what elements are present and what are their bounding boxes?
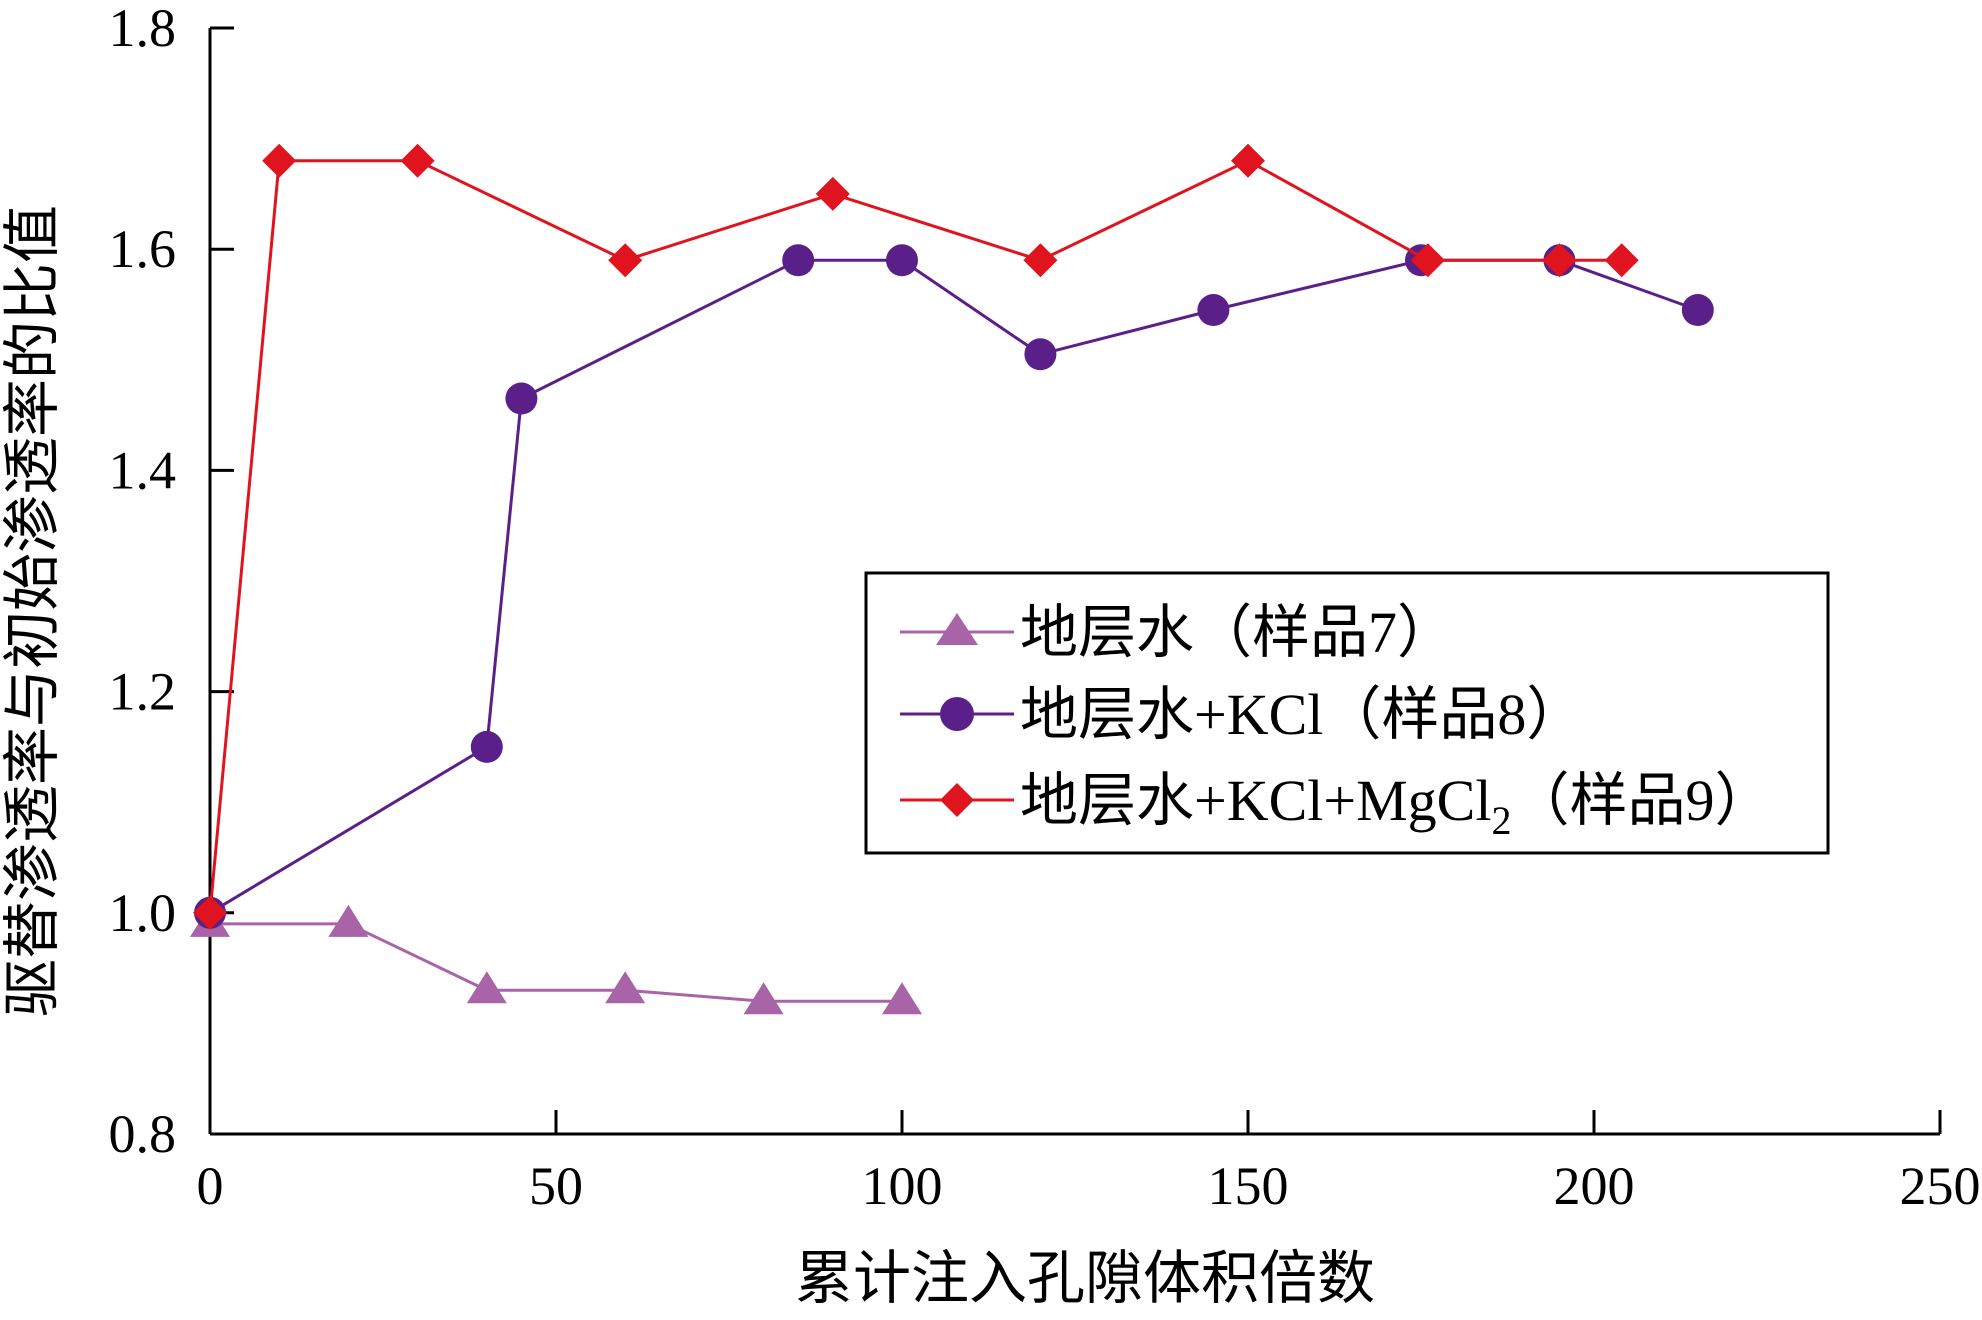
series-line [210,922,902,1003]
series-2 [193,143,1639,930]
legend-label-s7: 地层水（样品7） [1020,600,1455,665]
series-line [208,159,1622,913]
x-axis-title: 累计注入孔隙体积倍数 [795,1246,1375,1311]
x-tick-label: 250 [1900,1156,1981,1216]
x-tick-label: 150 [1208,1156,1289,1216]
data-point [1604,243,1639,278]
data-point [1410,243,1445,278]
data-point [1023,243,1058,278]
y-tick-label: 1.8 [109,0,177,58]
x-tick-label: 200 [1554,1156,1635,1216]
legend: 地层水（样品7） 地层水+KCl（样品8） 地层水+KCl+MgCl2（样品9） [864,571,1830,855]
legend-label-s9: 地层水+KCl+MgCl2（样品9） [1020,768,1773,843]
data-point [1231,143,1265,178]
legend-label-s8: 地层水+KCl（样品8） [1020,682,1584,747]
x-tick-label: 100 [862,1156,943,1216]
x-tick-label: 50 [529,1156,583,1216]
data-point [1542,243,1577,278]
data-point [193,895,227,930]
legend-label-s9-main: 地层水+KCl+MgCl [1020,768,1491,833]
data-point [328,904,369,937]
data-point [470,730,503,763]
data-point [815,176,850,211]
data-point [1681,294,1714,327]
data-point [1197,294,1230,327]
legend-label-s9-tail: （样品9） [1511,768,1772,833]
data-point [743,982,784,1015]
y-tick-label: 1.4 [109,440,177,500]
data-point [466,971,507,1004]
y-tick-label: 1.6 [109,219,177,279]
legend-marker-s8 [940,697,974,731]
data-point [400,143,435,178]
data-point [782,244,815,277]
data-point [1024,338,1057,371]
data-point [886,244,918,277]
y-tick-label: 0.8 [109,1104,177,1164]
legend-label-s9-subscript: 2 [1491,798,1511,843]
legend-marker-s9 [940,783,974,817]
series-layer [190,143,1714,1015]
data-point [262,143,297,178]
data-point [882,982,922,1015]
y-tick-label: 1.2 [109,662,177,722]
x-tick-label: 0 [197,1156,224,1216]
y-tick-label: 1.0 [109,883,177,943]
data-point [505,382,538,415]
legend-marker-s7 [936,613,978,645]
series-0 [190,904,922,1015]
data-point [608,243,643,278]
data-point [605,971,646,1004]
y-axis-title: 驱替渗透率与初始渗透率的比值 [0,205,65,1017]
legend-box [864,571,1830,855]
